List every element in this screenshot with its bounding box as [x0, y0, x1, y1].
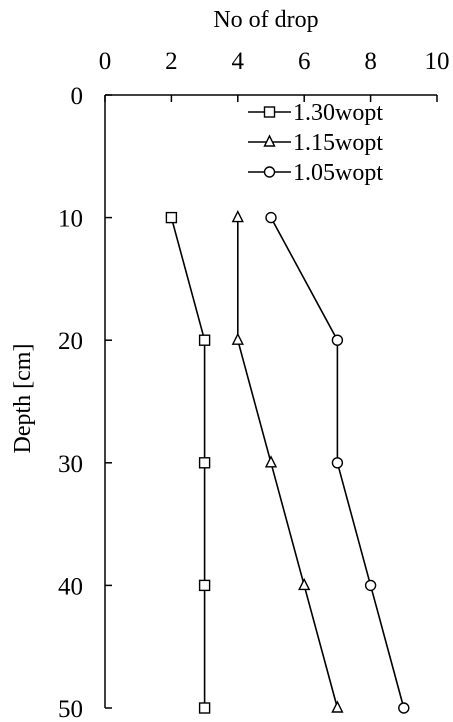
legend: 1.30wopt 1.15wopt 1.05wopt	[248, 100, 383, 186]
x-axis-title: No of drop	[213, 7, 318, 33]
data-point-triangle	[298, 577, 311, 591]
x-tick-label: 8	[364, 48, 377, 75]
y-tick-label: 30	[58, 451, 83, 478]
data-point-square	[165, 211, 178, 224]
series-square	[165, 211, 211, 714]
y-tick-label: 0	[71, 83, 84, 110]
x-tick-label: 6	[298, 48, 311, 75]
legend-label: 1.30wopt	[293, 100, 383, 126]
data-point-square	[198, 702, 211, 714]
legend-marker	[263, 134, 276, 147]
data-point-circle	[364, 579, 377, 592]
data-point-circle	[331, 334, 344, 346]
data-point-square	[198, 457, 211, 469]
data-point-circle	[331, 457, 344, 469]
data-point-square	[198, 579, 211, 592]
y-tick-label: 40	[58, 573, 83, 600]
y-tick-label: 20	[58, 328, 83, 355]
data-point-triangle	[231, 332, 244, 345]
x-tick-label: 0	[99, 48, 112, 75]
data-point-triangle	[264, 455, 278, 468]
y-axis-title: Depth [cm]	[10, 344, 36, 454]
data-point-triangle	[331, 700, 344, 713]
legend-label: 1.05wopt	[293, 160, 383, 186]
axes: 0 2 4 6 8 10 0 10 20 30 40 50	[58, 48, 450, 722]
x-tick-label: 2	[165, 48, 178, 75]
y-tick-label: 50	[58, 696, 83, 722]
series-line	[237, 217, 339, 709]
x-tick-label: 4	[232, 48, 245, 75]
legend-marker	[263, 166, 276, 178]
legend-label: 1.15wopt	[293, 130, 383, 156]
legend-item: 1.05wopt	[248, 160, 383, 186]
data-point-triangle	[231, 210, 244, 223]
legend-item: 1.15wopt	[248, 130, 383, 156]
series-layer	[165, 210, 410, 714]
data-point-circle	[398, 702, 410, 714]
legend-marker	[263, 106, 276, 118]
data-point-circle	[265, 211, 277, 224]
x-tick-label: 10	[425, 48, 450, 75]
y-tick-label: 10	[58, 206, 83, 233]
series-circle	[265, 211, 410, 714]
data-point-square	[198, 334, 211, 346]
series-triangle	[231, 210, 344, 713]
legend-item: 1.30wopt	[248, 100, 383, 126]
